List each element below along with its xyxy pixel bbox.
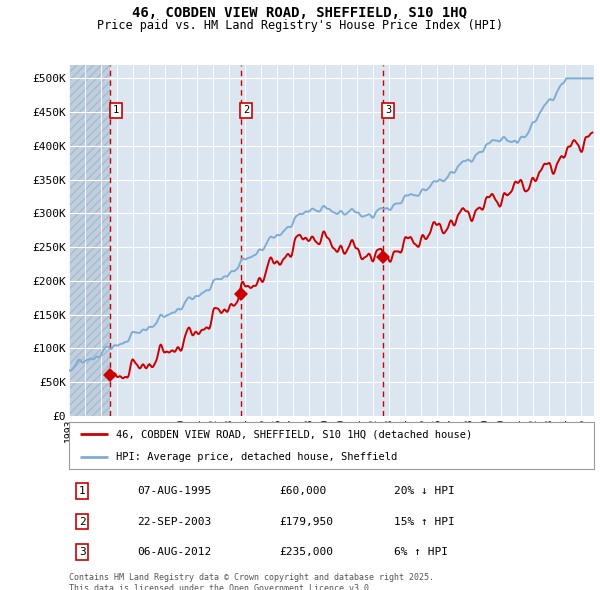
Text: 3: 3 — [385, 105, 391, 115]
Text: 07-AUG-1995: 07-AUG-1995 — [137, 486, 212, 496]
Text: 2: 2 — [243, 105, 249, 115]
Text: Contains HM Land Registry data © Crown copyright and database right 2025.
This d: Contains HM Land Registry data © Crown c… — [69, 573, 434, 590]
Text: 6% ↑ HPI: 6% ↑ HPI — [395, 547, 449, 557]
Text: £60,000: £60,000 — [279, 486, 326, 496]
Text: 06-AUG-2012: 06-AUG-2012 — [137, 547, 212, 557]
Text: 3: 3 — [79, 547, 86, 557]
Text: Price paid vs. HM Land Registry's House Price Index (HPI): Price paid vs. HM Land Registry's House … — [97, 19, 503, 32]
Text: £179,950: £179,950 — [279, 517, 333, 526]
Text: HPI: Average price, detached house, Sheffield: HPI: Average price, detached house, Shef… — [116, 452, 398, 462]
Text: 2: 2 — [79, 517, 86, 526]
Text: 22-SEP-2003: 22-SEP-2003 — [137, 517, 212, 526]
Bar — [69, 65, 110, 416]
Text: 20% ↓ HPI: 20% ↓ HPI — [395, 486, 455, 496]
Text: 46, COBDEN VIEW ROAD, SHEFFIELD, S10 1HQ (detached house): 46, COBDEN VIEW ROAD, SHEFFIELD, S10 1HQ… — [116, 429, 473, 439]
Text: 1: 1 — [113, 105, 119, 115]
Text: £235,000: £235,000 — [279, 547, 333, 557]
Text: 15% ↑ HPI: 15% ↑ HPI — [395, 517, 455, 526]
Text: 46, COBDEN VIEW ROAD, SHEFFIELD, S10 1HQ: 46, COBDEN VIEW ROAD, SHEFFIELD, S10 1HQ — [133, 6, 467, 20]
Text: 1: 1 — [79, 486, 86, 496]
